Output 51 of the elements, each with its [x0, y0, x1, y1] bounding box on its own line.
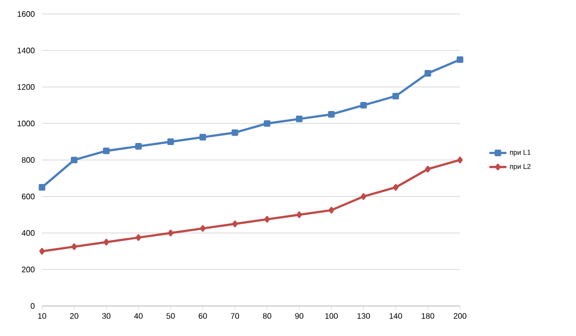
point — [39, 248, 45, 255]
point — [328, 206, 334, 214]
point — [296, 211, 302, 218]
x-tick-label: 90 — [295, 313, 304, 319]
point — [70, 156, 78, 164]
point — [360, 102, 367, 109]
x-tick-label: 40 — [134, 313, 143, 319]
point — [232, 220, 238, 228]
y-tick-label: 600 — [22, 194, 35, 200]
point — [136, 234, 142, 241]
y-tick-label: 1000 — [18, 120, 35, 126]
point — [424, 70, 432, 77]
point — [71, 243, 77, 250]
x-tick-label: 200 — [454, 313, 466, 319]
point — [264, 216, 270, 223]
x-tick-label: 30 — [102, 313, 110, 319]
x-tick-label: 10 — [38, 313, 46, 319]
x-tick-label: 80 — [262, 313, 272, 319]
y-tick-label: 1600 — [18, 11, 35, 17]
point — [360, 193, 366, 200]
y-tick-label: 400 — [22, 230, 35, 236]
point — [328, 111, 335, 118]
point — [456, 56, 464, 63]
y-tick-label: 800 — [22, 157, 35, 163]
y-tick-label: 0 — [30, 303, 35, 309]
y-tick-label: 200 — [22, 266, 35, 272]
point — [168, 230, 174, 236]
y-tick-label: 1400 — [18, 48, 35, 54]
point — [199, 134, 206, 140]
x-tick-label: 140 — [390, 313, 402, 319]
x-tick-label: 50 — [166, 313, 175, 319]
point — [167, 138, 174, 146]
point — [38, 184, 46, 191]
x-tick-label: 20 — [70, 313, 78, 319]
point — [200, 225, 206, 232]
x-tick-label: 70 — [230, 313, 240, 319]
point — [104, 238, 110, 246]
point — [103, 148, 110, 154]
point — [135, 143, 142, 150]
point — [392, 184, 398, 191]
point — [392, 92, 399, 100]
point — [425, 166, 431, 172]
y-tick-label: 1200 — [18, 84, 35, 90]
x-tick-label: 60 — [198, 313, 207, 319]
x-tick-label: 100 — [325, 313, 338, 319]
point — [232, 129, 238, 136]
x-tick-label: 130 — [357, 313, 370, 319]
point — [296, 116, 303, 122]
point — [457, 156, 463, 164]
point — [264, 120, 270, 127]
x-tick-label: 180 — [422, 313, 434, 319]
